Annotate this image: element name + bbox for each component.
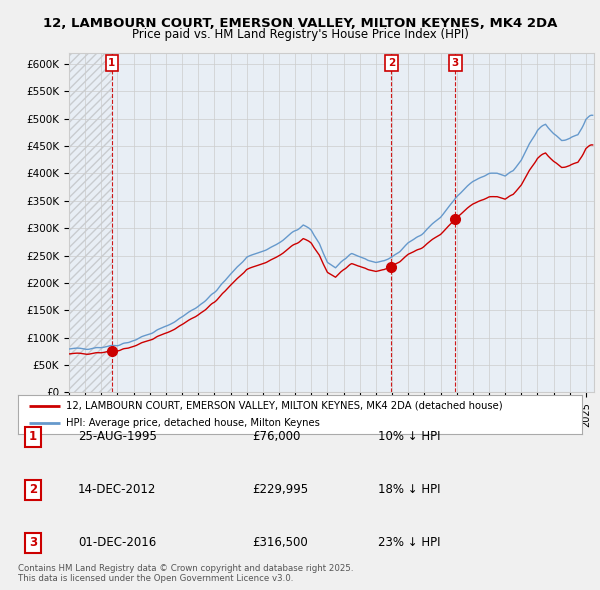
- Text: 12, LAMBOURN COURT, EMERSON VALLEY, MILTON KEYNES, MK4 2DA: 12, LAMBOURN COURT, EMERSON VALLEY, MILT…: [43, 17, 557, 30]
- Text: 14-DEC-2012: 14-DEC-2012: [78, 483, 157, 496]
- Text: 2: 2: [388, 58, 395, 68]
- Text: 10% ↓ HPI: 10% ↓ HPI: [378, 430, 440, 443]
- Text: 23% ↓ HPI: 23% ↓ HPI: [378, 536, 440, 549]
- Text: £76,000: £76,000: [252, 430, 301, 443]
- Text: 3: 3: [452, 58, 459, 68]
- Text: 01-DEC-2016: 01-DEC-2016: [78, 536, 156, 549]
- Text: 2: 2: [29, 483, 37, 496]
- Text: Price paid vs. HM Land Registry's House Price Index (HPI): Price paid vs. HM Land Registry's House …: [131, 28, 469, 41]
- Text: £316,500: £316,500: [252, 536, 308, 549]
- Text: 1: 1: [29, 430, 37, 443]
- Text: 12, LAMBOURN COURT, EMERSON VALLEY, MILTON KEYNES, MK4 2DA (detached house): 12, LAMBOURN COURT, EMERSON VALLEY, MILT…: [66, 401, 503, 411]
- Text: 18% ↓ HPI: 18% ↓ HPI: [378, 483, 440, 496]
- Text: 3: 3: [29, 536, 37, 549]
- Text: 25-AUG-1995: 25-AUG-1995: [78, 430, 157, 443]
- Text: £229,995: £229,995: [252, 483, 308, 496]
- Text: 1: 1: [108, 58, 115, 68]
- Text: HPI: Average price, detached house, Milton Keynes: HPI: Average price, detached house, Milt…: [66, 418, 320, 428]
- Bar: [69, 53, 112, 392]
- Text: Contains HM Land Registry data © Crown copyright and database right 2025.
This d: Contains HM Land Registry data © Crown c…: [18, 563, 353, 583]
